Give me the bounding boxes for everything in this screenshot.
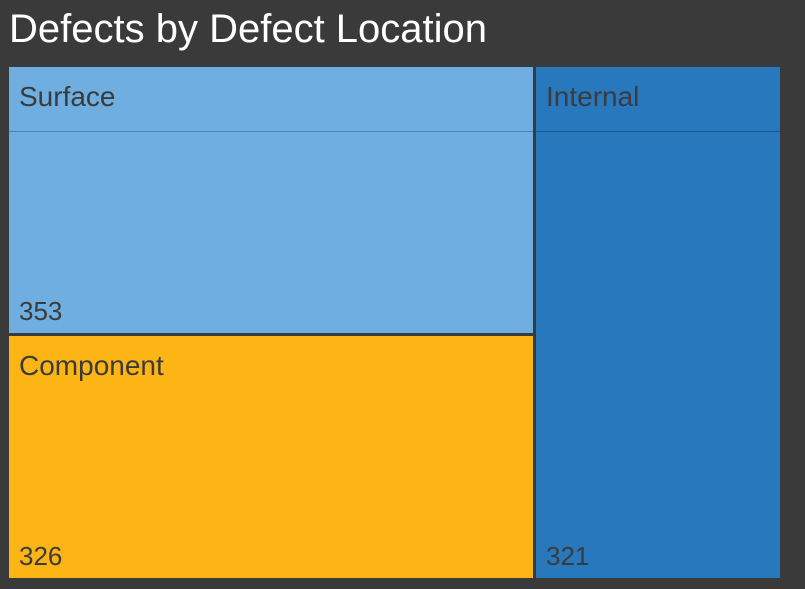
tile-header-internal bbox=[536, 67, 780, 132]
chart-title: Defects by Defect Location bbox=[9, 7, 488, 51]
tile-component[interactable]: Component 326 bbox=[9, 336, 533, 578]
tile-surface[interactable]: Surface 353 bbox=[9, 67, 533, 333]
tile-value-internal: 321 bbox=[546, 541, 590, 571]
tile-header-surface bbox=[9, 67, 533, 132]
tile-label-surface: Surface bbox=[19, 81, 116, 112]
tile-value-surface: 353 bbox=[19, 296, 63, 326]
tile-internal[interactable]: Internal 321 bbox=[536, 67, 780, 578]
tile-label-component: Component bbox=[19, 350, 164, 381]
tile-label-internal: Internal bbox=[546, 81, 640, 112]
tile-value-component: 326 bbox=[19, 541, 63, 571]
